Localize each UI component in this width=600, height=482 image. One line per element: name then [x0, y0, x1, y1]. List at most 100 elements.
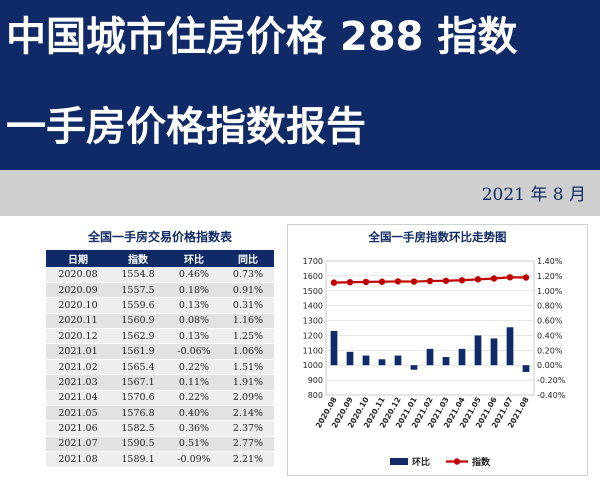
y-right-tick-label: 0.60%: [537, 317, 563, 326]
index-point: [410, 278, 418, 285]
cell-yoy: 1.16%: [222, 313, 274, 330]
table-row: 2021.03 1567.1 0.11% 1.91%: [46, 374, 274, 391]
index-point: [522, 274, 530, 281]
cell-date: 2020.09: [46, 282, 110, 299]
index-table-panel: 全国一手房交易价格指数表 日期 指数 环比 同比 2020.08 1554.8 0.…: [46, 224, 274, 468]
cell-mom: 0.40%: [166, 405, 222, 422]
cell-index: 1570.6: [110, 390, 166, 407]
index-point: [474, 276, 482, 283]
bar-mom: [410, 365, 418, 370]
bar-mom: [522, 365, 530, 372]
cell-date: 2020.08: [46, 267, 110, 283]
cell-mom: 0.08%: [166, 313, 222, 330]
table-row: 2021.05 1576.8 0.40% 2.14%: [46, 405, 274, 422]
y-right-tick-label: 1.40%: [537, 257, 563, 266]
bar-mom: [490, 338, 498, 366]
cell-mom: 0.13%: [166, 328, 222, 345]
cell-date: 2021.06: [46, 420, 110, 437]
header-date: 日期: [46, 250, 110, 267]
y-right-tick-label: -0.20%: [537, 376, 566, 385]
cell-index: 1567.1: [110, 374, 166, 391]
cell-mom: 0.22%: [166, 359, 222, 376]
cell-date: 2021.02: [46, 359, 110, 376]
trend-chart-panel: 全国一手房指数环比走势图 800 900 1000 1100 1200 1300 1400 1…: [287, 224, 588, 476]
y-right-tick-label: 0.20%: [537, 346, 563, 355]
chart-title: 全国一手房指数环比走势图: [368, 230, 507, 244]
table-row: 2021.07 1590.5 0.51% 2.77%: [46, 436, 274, 453]
cell-yoy: 1.06%: [222, 343, 274, 360]
cell-index: 1590.5: [110, 436, 166, 453]
cell-mom: 0.13%: [166, 297, 222, 314]
legend-bar-label: 环比: [412, 456, 430, 468]
index-point: [426, 277, 434, 285]
cell-date: 2020.11: [46, 313, 110, 330]
y-left-tick-label: 1500: [303, 287, 323, 296]
y-left-tick-label: 1400: [303, 302, 323, 311]
y-left-tick-label: 1200: [303, 331, 323, 340]
bar-mom: [474, 335, 482, 366]
cell-date: 2021.04: [46, 390, 110, 407]
cell-date: 2021.01: [46, 343, 110, 360]
cell-mom: 0.51%: [166, 436, 222, 453]
cell-index: 1589.1: [110, 451, 166, 468]
cell-yoy: 1.51%: [222, 359, 274, 376]
table-row: 2020.09 1557.5 0.18% 0.91%: [46, 282, 274, 299]
header-yoy: 同比: [222, 250, 274, 267]
y-left-tick-label: 900: [308, 376, 323, 385]
cell-mom: 0.11%: [166, 374, 222, 391]
cell-mom: -0.09%: [166, 451, 222, 468]
cell-index: 1554.8: [110, 267, 166, 283]
legend-line-marker: [453, 458, 461, 465]
y-left-tick-label: 800: [308, 391, 323, 400]
cell-yoy: 2.37%: [222, 420, 274, 437]
index-point: [346, 279, 354, 286]
cell-date: 2021.08: [46, 451, 110, 468]
cell-yoy: 2.21%: [222, 451, 274, 468]
cell-date: 2020.10: [46, 297, 110, 314]
cell-mom: 0.22%: [166, 390, 222, 407]
cell-index: 1559.6: [110, 297, 166, 314]
bar-mom: [346, 351, 354, 366]
y-left-tick-label: 1300: [303, 317, 323, 326]
trend-chart: 800 900 1000 1100 1200 1300 1400 1500 1600 1700 -0…: [303, 257, 566, 468]
report-title-line1: 中国城市住房价格 288 指数: [6, 14, 518, 60]
index-point: [442, 277, 450, 284]
cell-mom: -0.06%: [166, 343, 222, 360]
cell-index: 1557.5: [110, 282, 166, 299]
table-row: 2020.12 1562.9 0.13% 1.25%: [46, 328, 274, 345]
index-point: [394, 278, 402, 285]
cell-index: 1576.8: [110, 405, 166, 422]
index-point: [330, 279, 338, 286]
cell-mom: 0.18%: [166, 282, 222, 299]
table-row: 2021.04 1570.6 0.22% 2.09%: [46, 390, 274, 407]
index-point: [458, 277, 466, 284]
cell-index: 1582.5: [110, 420, 166, 437]
cell-mom: 0.46%: [166, 267, 222, 283]
table-row: 2021.02 1565.4 0.22% 1.51%: [46, 359, 274, 376]
cell-index: 1565.4: [110, 359, 166, 376]
table-row: 2021.08 1589.1 -0.09% 2.21%: [46, 451, 274, 468]
cell-index: 1561.9: [110, 343, 166, 360]
index-point: [490, 275, 498, 282]
cell-mom: 0.36%: [166, 420, 222, 437]
bar-mom: [394, 355, 402, 366]
cell-date: 2021.03: [46, 374, 110, 391]
cell-yoy: 1.91%: [222, 374, 274, 391]
bar-mom: [362, 355, 370, 366]
plot-area: [325, 260, 535, 396]
bar-mom: [506, 327, 514, 366]
index-point: [378, 278, 386, 285]
header-banner: 中国城市住房价格 288 指数 一手房价格指数报告: [0, 0, 600, 170]
report-title-line2: 一手房价格指数报告: [6, 104, 366, 150]
y-right-tick-label: -0.40%: [537, 391, 566, 400]
y-right-tick-label: 0.80%: [537, 302, 563, 311]
bar-mom: [442, 357, 450, 366]
cell-yoy: 2.09%: [222, 390, 274, 407]
index-point: [362, 278, 370, 286]
y-left-tick-label: 1600: [303, 272, 323, 281]
bar-mom: [330, 330, 338, 366]
cell-yoy: 1.25%: [222, 328, 274, 345]
index-table: 日期 指数 环比 同比 2020.08 1554.8 0.46% 0.73% 2020…: [46, 250, 274, 468]
bar-mom: [378, 359, 386, 366]
table-title: 全国一手房交易价格指数表: [87, 230, 232, 244]
